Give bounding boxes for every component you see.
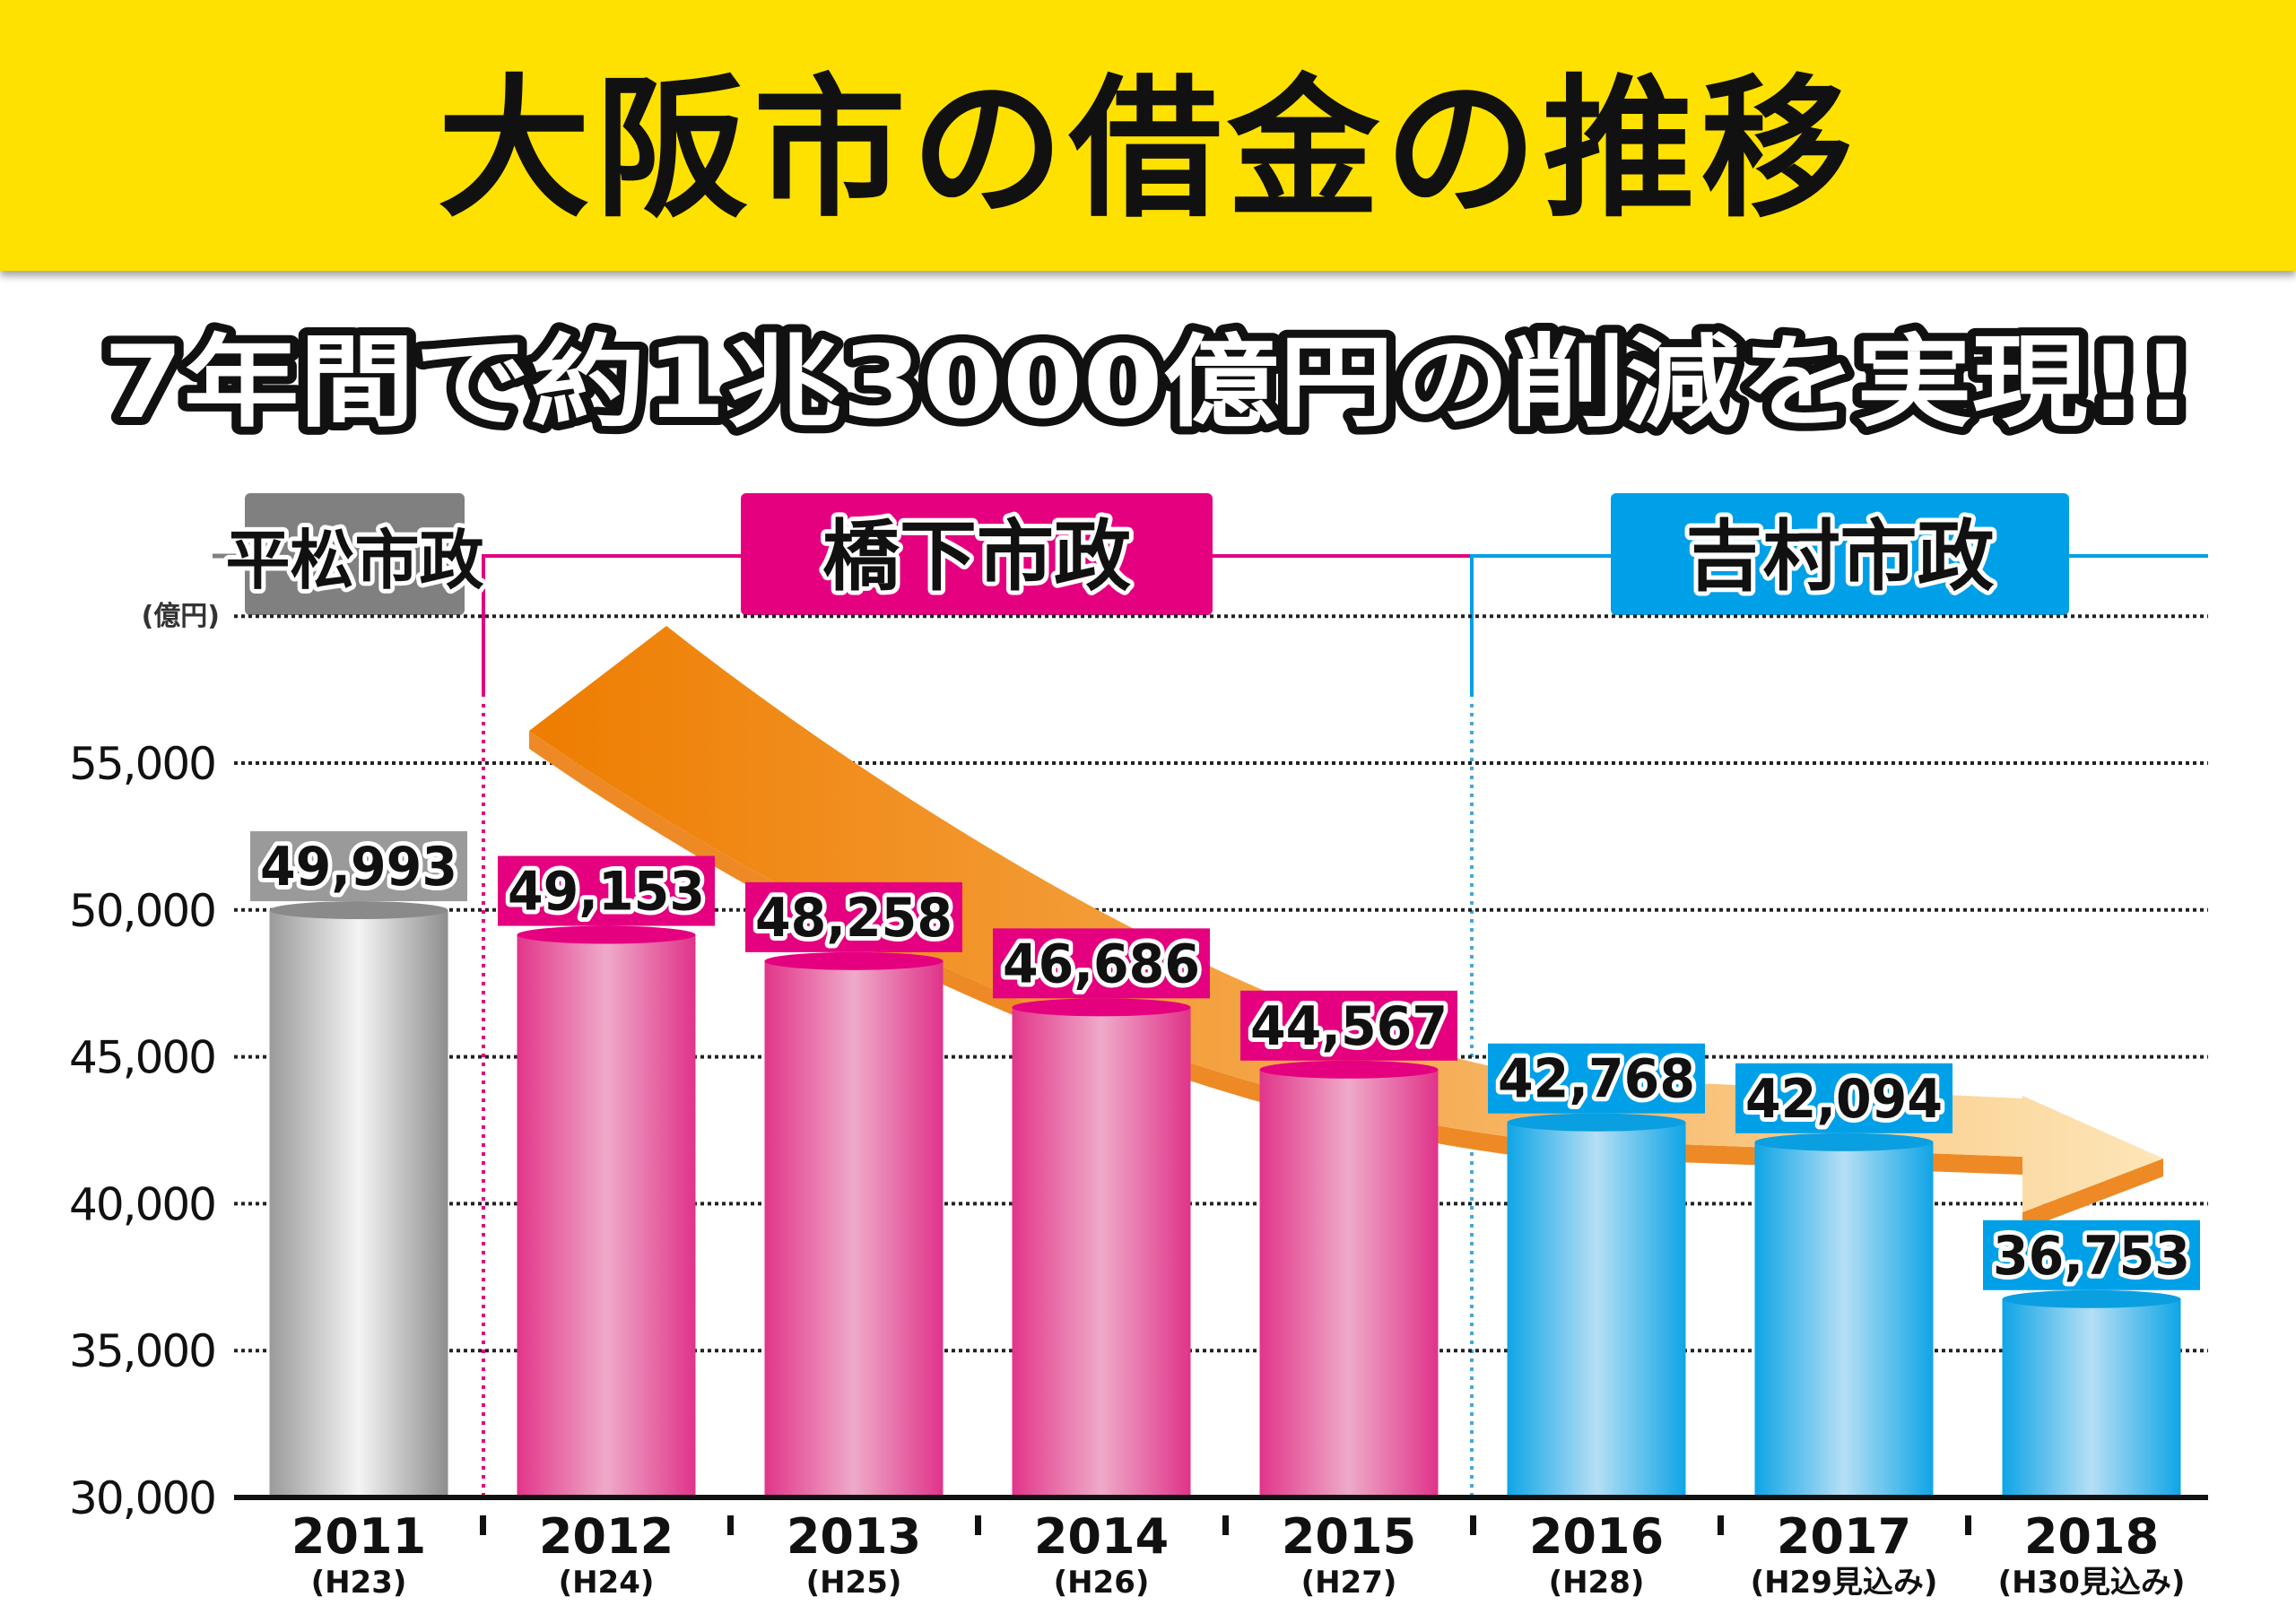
bar-2013 [764,960,944,1497]
era-label-hashimoto: 橋下市政 [822,512,1131,602]
value-label: 49,153 [508,861,705,924]
subtitle: 7年間で約1兆3000億円の削減を実現!! [103,325,2193,441]
title-banner: 大阪市の借金の推移 [0,0,2296,271]
value-label: 44,567 [1250,995,1448,1058]
value-label-box [498,855,715,926]
y-tick-label: 30,000 [69,1472,215,1524]
value-label: 46,686 [1003,933,1200,995]
x-tick-label: 2015 [1282,1508,1416,1565]
x-tick-label: 2012 [539,1508,674,1565]
bar-2016 [1507,1122,1686,1497]
y-tick-label: 55,000 [69,738,215,790]
x-tick-label: 2018 [2024,1508,2159,1565]
value-label-box [250,831,467,902]
x-separator [975,1515,981,1535]
value-label: 48,258 [755,887,952,950]
x-separator [727,1515,734,1535]
bar-top [1754,1133,1934,1151]
x-sub-label: (H24) [559,1565,655,1601]
y-tick-label: 50,000 [69,885,215,937]
bar-2014 [1012,1007,1191,1497]
x-sub-label: (H25) [806,1565,902,1601]
bar-2015 [1259,1069,1439,1497]
era-label-yoshimura: 吉村市政 [1686,512,1995,602]
value-label: 49,993 [260,836,457,898]
x-separator [1222,1515,1229,1535]
x-separator [1718,1515,1724,1535]
era-box-yoshimura [1611,493,2069,615]
x-tick-label: 2016 [1529,1508,1664,1565]
era-label-hiramatsu: 平松市政 [225,523,483,598]
value-label: 42,094 [1745,1068,1943,1131]
bar-top [1259,1060,1439,1079]
bar-2017 [1754,1141,1934,1497]
y-axis-unit: (億円) [142,601,220,632]
x-sub-label: (H23) [311,1565,407,1601]
value-label-box [993,928,1210,999]
value-label-box [1488,1043,1705,1114]
x-sub-label: (H30見込み) [1998,1565,2186,1601]
bar-top [764,951,944,970]
bar-top [1012,998,1191,1017]
bar-2018 [2002,1298,2181,1497]
era-box-hiramatsu [245,493,465,615]
bar-top [1507,1113,1686,1132]
bar-2011 [269,910,448,1497]
x-sub-label: (H28) [1549,1565,1645,1601]
value-label: 36,753 [1993,1225,2190,1288]
value-label-box [1240,990,1457,1061]
y-tick-label: 40,000 [69,1178,215,1230]
x-tick-label: 2014 [1034,1508,1169,1565]
x-tick-label: 2011 [291,1508,426,1565]
value-label-box [745,881,962,952]
x-sub-label: (H27) [1301,1565,1397,1601]
bar-2012 [517,934,696,1497]
x-separator [480,1515,486,1535]
x-tick-label: 2013 [787,1508,921,1565]
bar-top [2002,1289,2181,1308]
bar-top [517,925,696,944]
y-tick-label: 45,000 [69,1032,215,1084]
x-separator [1965,1515,1971,1535]
x-sub-label: (H29見込み) [1751,1565,1938,1601]
x-separator [1470,1515,1476,1535]
bar-top [269,901,448,920]
value-label-box [1735,1063,1952,1133]
y-tick-label: 35,000 [69,1325,215,1377]
value-label: 42,768 [1498,1048,1695,1111]
x-sub-label: (H26) [1054,1565,1150,1601]
page-title: 大阪市の借金の推移 [437,61,1858,239]
era-box-hashimoto [741,493,1213,615]
x-tick-label: 2017 [1777,1508,1911,1565]
value-label-box [1983,1219,2200,1290]
